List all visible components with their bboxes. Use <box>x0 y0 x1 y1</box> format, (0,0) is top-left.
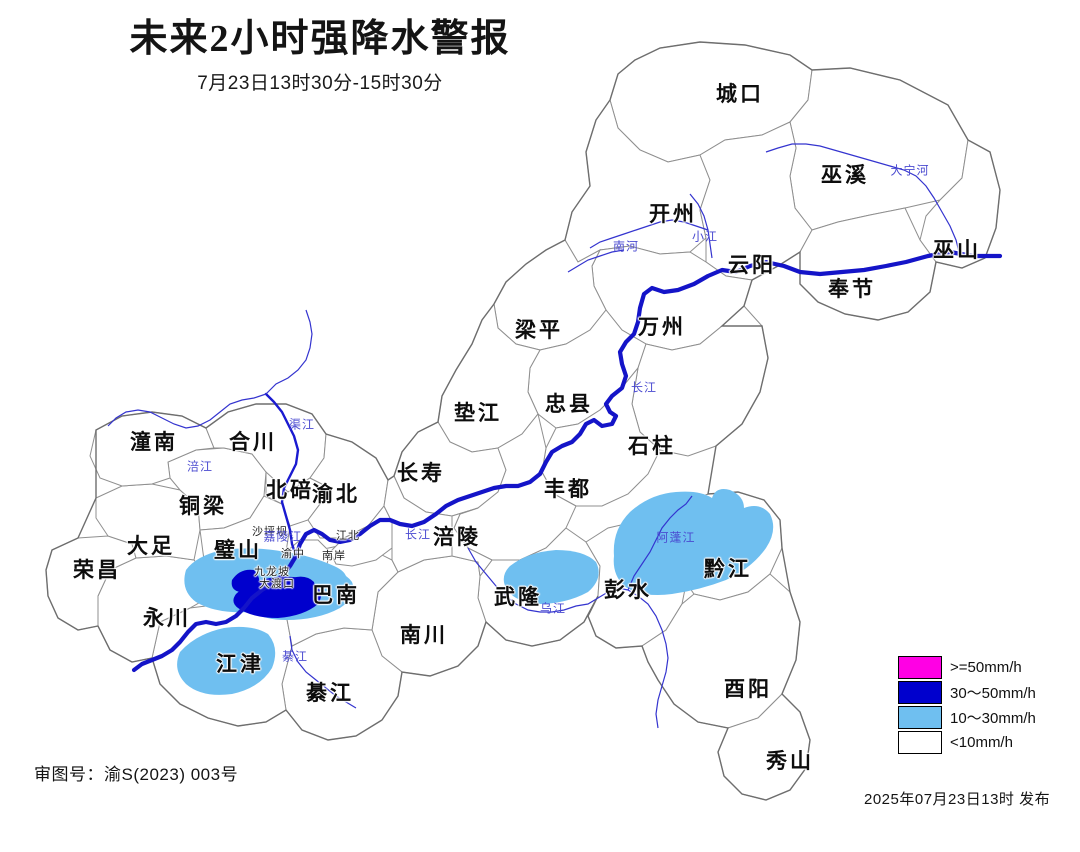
band-30-50-tail <box>290 576 316 611</box>
qijiang-river <box>289 635 357 709</box>
jialing-river <box>264 392 300 558</box>
legend-swatch <box>898 681 942 704</box>
rainfall-bands <box>177 489 774 695</box>
daninghe-river <box>765 143 961 257</box>
qujiang-river <box>265 309 313 395</box>
issue-timestamp: 2025年07月23日13时 发布 <box>864 791 1051 808</box>
legend-row: >=50mm/h <box>898 655 1070 680</box>
municipal-outline <box>45 41 1001 801</box>
legend-label: >=50mm/h <box>950 659 1022 676</box>
legend-row: 30～50mm/h <box>898 680 1070 705</box>
yangtze-river <box>131 249 1003 673</box>
fujiang-river <box>107 393 267 429</box>
wujiang-river <box>467 547 669 729</box>
legend: >=50mm/h 30～50mm/h 10～30mm/h <10mm/h <box>898 655 1070 755</box>
band-10-30-qianjiang <box>613 489 774 595</box>
rivers <box>107 143 1003 729</box>
band-10-30-wulong <box>503 550 599 604</box>
band-10-30-jiangjin <box>177 626 276 695</box>
legend-swatch <box>898 731 942 754</box>
xiaojiang-river <box>689 193 713 259</box>
legend-swatch <box>898 656 942 679</box>
approval-number: 审图号：渝S(2023) 003号 <box>34 765 239 784</box>
legend-label: <10mm/h <box>950 734 1013 751</box>
legend-row: 10～30mm/h <box>898 705 1070 730</box>
nanhe-river <box>567 249 625 273</box>
xiaojiang-branch <box>589 219 709 249</box>
legend-swatch <box>898 706 942 729</box>
legend-label: 10～30mm/h <box>950 710 1036 727</box>
apengjiang-river <box>627 495 693 591</box>
legend-row: <10mm/h <box>898 730 1070 755</box>
legend-label: 30～50mm/h <box>950 685 1036 702</box>
